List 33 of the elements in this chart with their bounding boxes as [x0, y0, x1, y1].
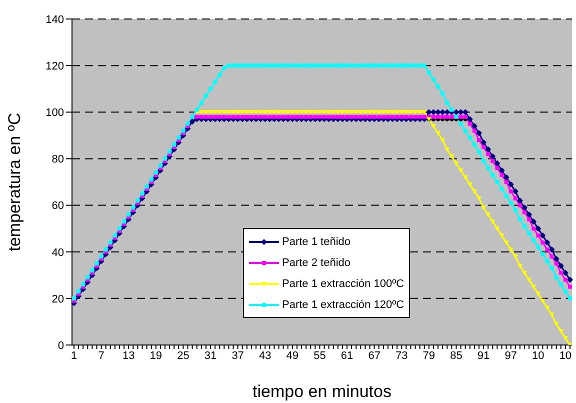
legend-label: Parte 2 teñido: [282, 256, 350, 268]
x-tick-label: 10: [559, 350, 572, 362]
x-tick-label: 67: [368, 350, 380, 362]
x-tick-label: 79: [422, 350, 436, 362]
y-tick-label: 20: [52, 293, 64, 306]
x-tick-label: 10: [532, 350, 544, 362]
y-tick-label: 140: [46, 14, 64, 26]
legend-label: Parte 1 extracción 100ºC: [282, 278, 404, 290]
x-tick-label: 1: [70, 350, 78, 362]
y-tick-label: 100: [46, 107, 64, 120]
y-tick-label: 0: [58, 340, 64, 352]
y-axis-title: temperatura en ºC: [5, 112, 24, 252]
x-tick-label: 97: [504, 350, 517, 362]
x-tick-label: 43: [258, 350, 272, 362]
x-tick-label: 7: [98, 350, 104, 362]
x-tick-label: 31: [204, 350, 217, 362]
y-tick-label: 120: [46, 60, 64, 72]
x-tick-label: 25: [177, 350, 190, 362]
legend-label: Parte 1 teñido: [282, 236, 350, 248]
x-tick-label: 19: [150, 350, 162, 362]
x-tick-label: 37: [232, 350, 244, 362]
y-tick-label: 40: [52, 246, 64, 259]
x-tick-label: 55: [314, 350, 326, 362]
x-tick-label: 85: [450, 350, 462, 362]
y-tick-label: 60: [52, 200, 64, 212]
x-axis-title: tiempo en minutos: [252, 382, 392, 401]
legend-label: Parte 1 extracción 120ºC: [282, 298, 404, 310]
y-tick-label: 80: [52, 154, 64, 166]
x-tick-label: 49: [286, 350, 299, 362]
x-tick-label: 73: [396, 350, 408, 362]
x-tick-label: 13: [122, 350, 135, 362]
x-tick-label: 61: [340, 350, 354, 362]
x-tick-label: 91: [477, 350, 490, 362]
